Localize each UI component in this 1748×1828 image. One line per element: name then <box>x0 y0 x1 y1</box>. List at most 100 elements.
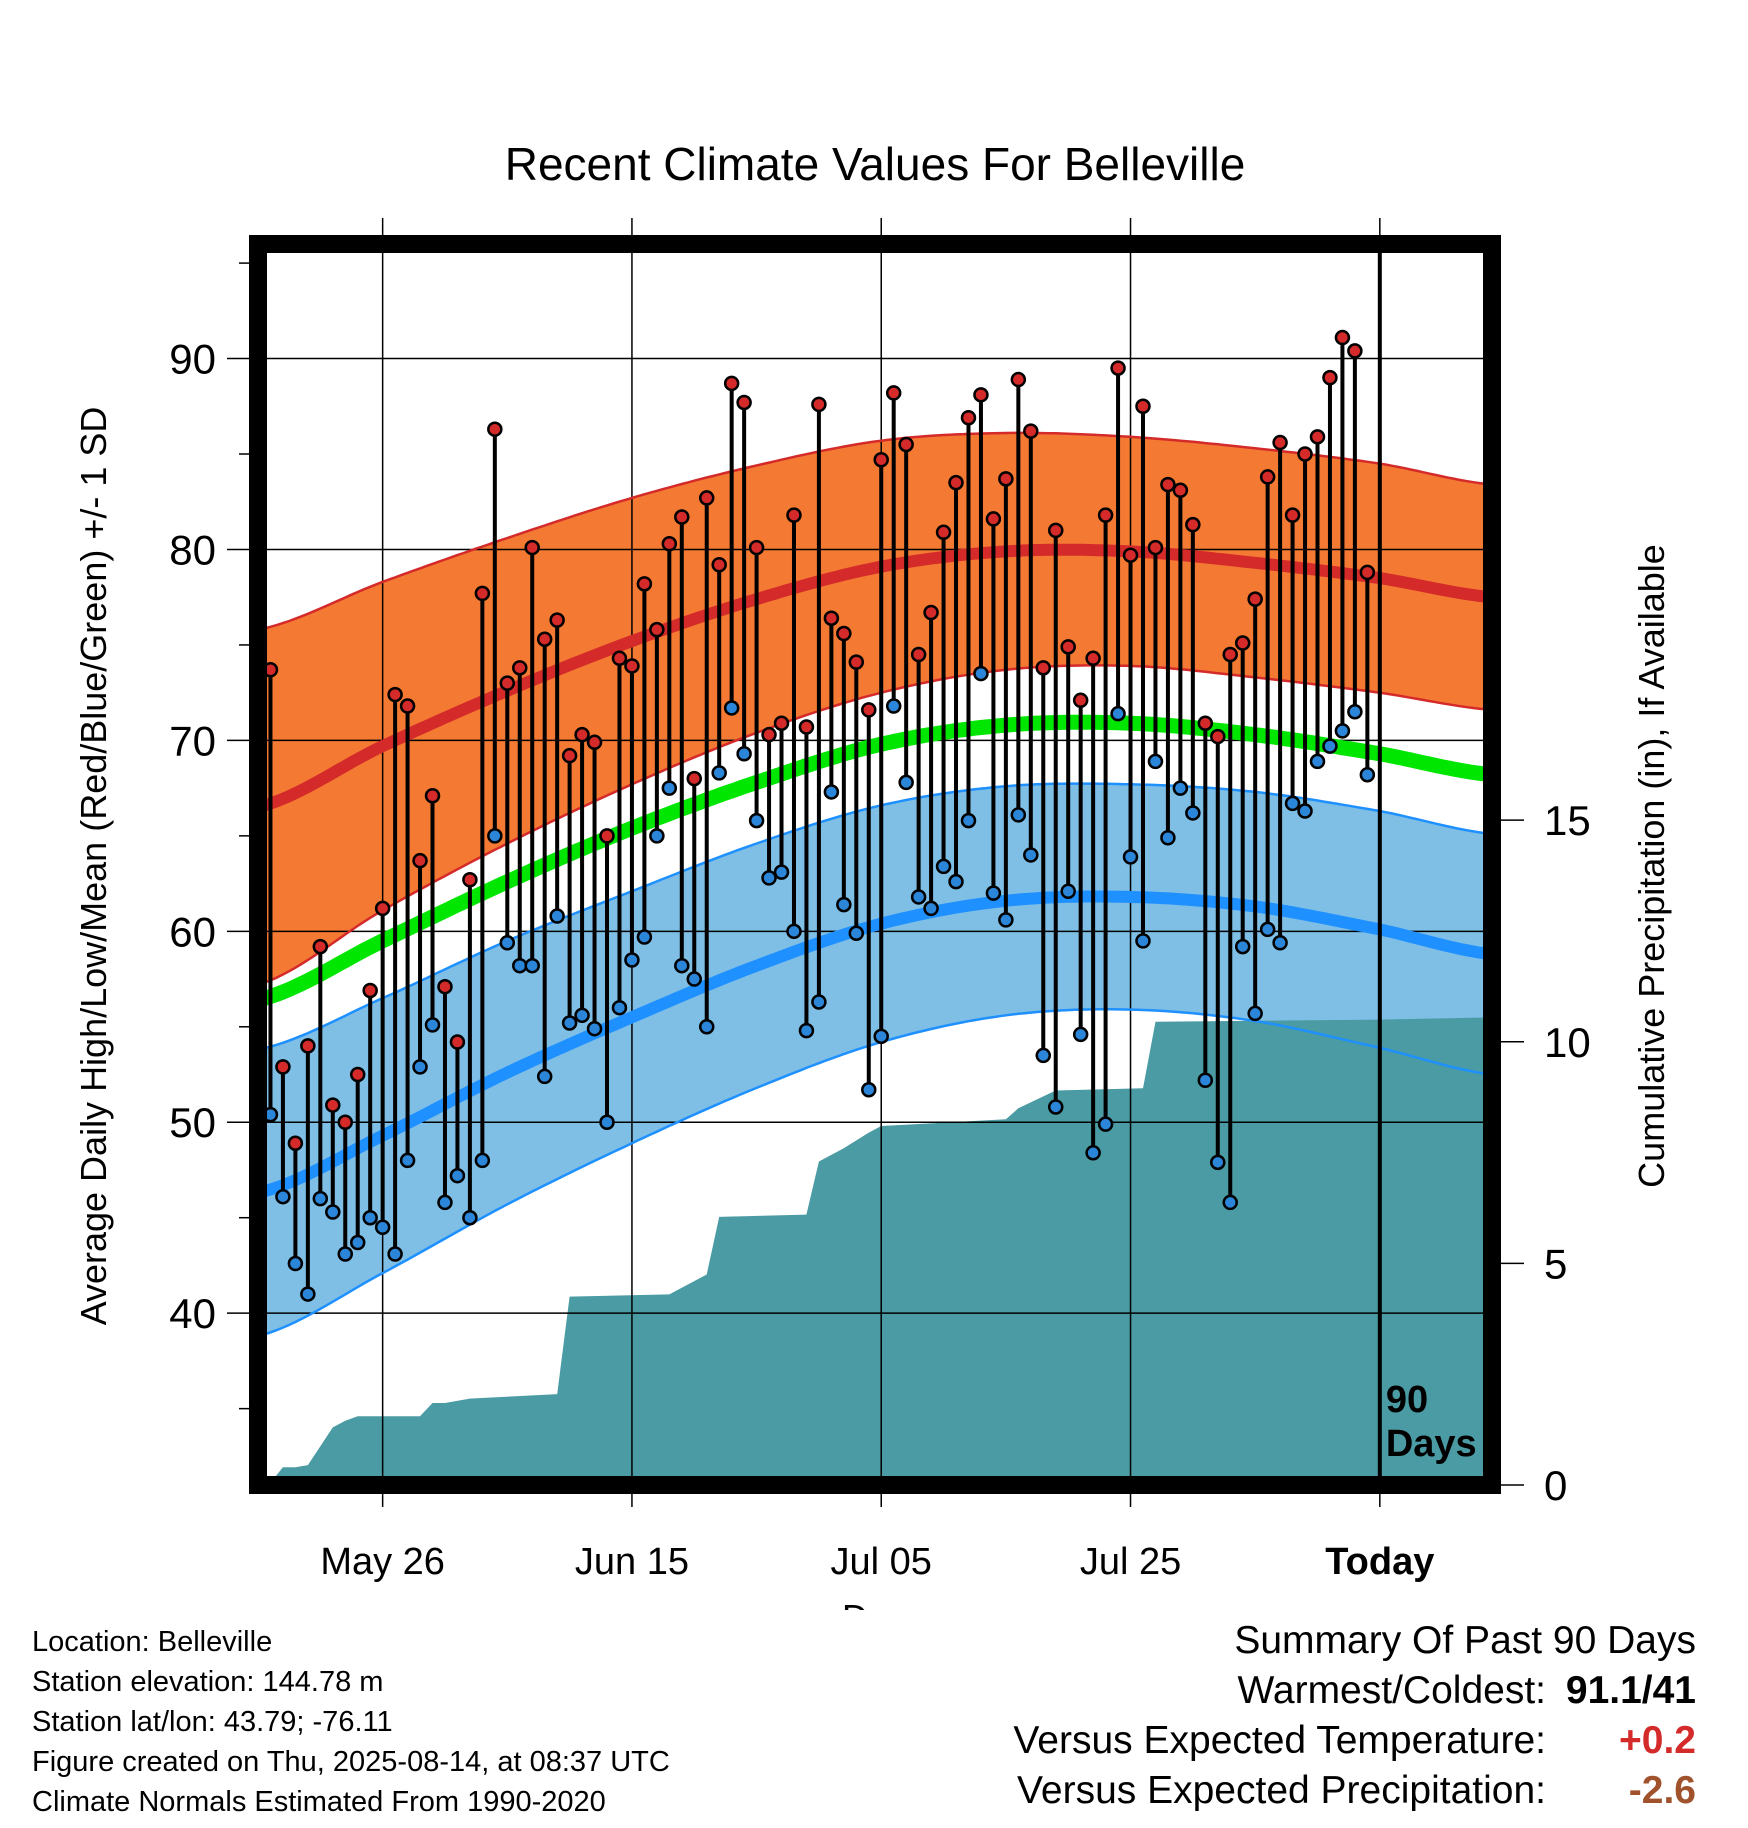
low-point <box>661 780 678 796</box>
y-tick-label: 90 <box>169 336 216 383</box>
high-point <box>948 474 964 491</box>
high-point <box>349 1066 366 1083</box>
y2-tick-label: 15 <box>1544 797 1591 844</box>
low-point <box>960 812 977 829</box>
high-point <box>773 715 790 731</box>
low-point <box>798 1022 815 1039</box>
low-point <box>437 1194 453 1211</box>
low-point <box>736 746 752 762</box>
low-point <box>885 698 902 714</box>
x-axis-label: Day <box>842 1597 906 1610</box>
y2-axis-label: Cumulative Precipitation (in), If Availa… <box>1631 544 1672 1188</box>
high-point <box>275 1059 291 1075</box>
low-point <box>910 889 927 905</box>
high-point <box>1110 360 1126 376</box>
today-label: Days <box>1386 1423 1477 1465</box>
high-point <box>885 385 902 401</box>
low-point <box>1309 753 1326 770</box>
high-point <box>686 770 703 787</box>
high-point <box>474 585 491 602</box>
normals-note: Climate Normals Estimated From 1990-2020 <box>32 1786 606 1818</box>
low-point <box>1023 847 1039 863</box>
high-point <box>723 375 740 392</box>
low-sd-band <box>258 783 1492 1337</box>
high-point <box>898 436 914 453</box>
high-point <box>312 938 329 955</box>
axes: 40 50 60 70 80 90 0 5 10 15 May 26 Jun 15 Jul 05 Jul … <box>169 262 1591 1583</box>
low-point <box>487 828 503 844</box>
high-point <box>599 828 615 844</box>
low-normal-line <box>256 890 1493 1199</box>
low-point <box>1072 1026 1089 1043</box>
high-point <box>748 539 765 556</box>
high-point <box>873 451 889 468</box>
high-point <box>1085 650 1101 667</box>
low-point <box>935 858 952 875</box>
today-label: 90 <box>1386 1379 1428 1421</box>
low-point <box>1284 795 1301 812</box>
high-point <box>287 1135 304 1151</box>
warmest-value: 91.1/41 <box>1565 1669 1696 1712</box>
high-point <box>1247 591 1263 607</box>
high-point <box>848 654 865 670</box>
high-point <box>711 557 727 573</box>
high-normal-line <box>256 543 1493 813</box>
low-point <box>387 1246 403 1262</box>
low-point <box>599 1114 615 1130</box>
high-point <box>998 471 1014 487</box>
high-point <box>437 978 453 995</box>
y-tick-label: 40 <box>169 1290 216 1337</box>
low-point <box>312 1190 329 1207</box>
low-point <box>586 1020 603 1037</box>
high-point <box>449 1034 466 1050</box>
y2-tick-label: 5 <box>1544 1240 1567 1287</box>
temp-label: Versus Expected Temperature: <box>1013 1719 1546 1762</box>
created-text: Figure created on Thu, 2025-08-14, at 08… <box>32 1746 670 1778</box>
warmest-row: Warmest/Coldest: 91.1/41 <box>1013 1666 1696 1716</box>
high-point <box>1147 539 1164 556</box>
precip-area <box>258 1017 1492 1485</box>
high-point <box>698 490 715 506</box>
low-point <box>624 952 640 968</box>
summary-heading: Summary Of Past 90 Days <box>1234 1619 1696 1662</box>
high-point <box>611 650 628 667</box>
high-point <box>337 1114 354 1130</box>
high-point <box>424 788 441 804</box>
low-point <box>1234 938 1251 955</box>
low-point <box>1010 807 1027 823</box>
high-point <box>374 900 391 917</box>
low-point <box>823 784 840 800</box>
high-point <box>935 524 952 541</box>
low-point <box>337 1246 354 1262</box>
high-point <box>1072 692 1089 709</box>
high-point <box>1010 371 1027 388</box>
high-point <box>561 747 578 764</box>
high-point <box>1297 446 1313 462</box>
high-point <box>1322 369 1338 386</box>
high-point <box>649 621 665 638</box>
precip-row: Versus Expected Precipitation: -2.6 <box>1013 1766 1696 1816</box>
precip-value: -2.6 <box>1628 1769 1696 1812</box>
x-tick-label: Jul 25 <box>1080 1541 1181 1583</box>
high-point <box>910 646 927 663</box>
high-point <box>325 1097 341 1113</box>
low-point <box>1110 705 1126 722</box>
y-tick-label: 50 <box>169 1099 216 1146</box>
high-point <box>761 726 777 743</box>
low-point <box>1259 921 1276 938</box>
low-point <box>973 665 989 682</box>
low-point <box>1047 1099 1064 1115</box>
low-point <box>873 1028 889 1045</box>
low-point <box>811 994 827 1010</box>
y2-tick-label: 10 <box>1544 1019 1591 1066</box>
high-point <box>462 872 478 888</box>
low-point <box>561 1015 578 1031</box>
high-point <box>1197 715 1214 731</box>
low-point <box>786 923 802 940</box>
high-sd-lower-line <box>257 664 1493 986</box>
low-point <box>923 900 939 917</box>
high-point <box>923 604 939 621</box>
chart-title: Recent Climate Values For Belleville <box>505 138 1246 190</box>
x-tick-label: May 26 <box>320 1541 445 1583</box>
warmest-label: Warmest/Coldest: <box>1237 1669 1546 1712</box>
